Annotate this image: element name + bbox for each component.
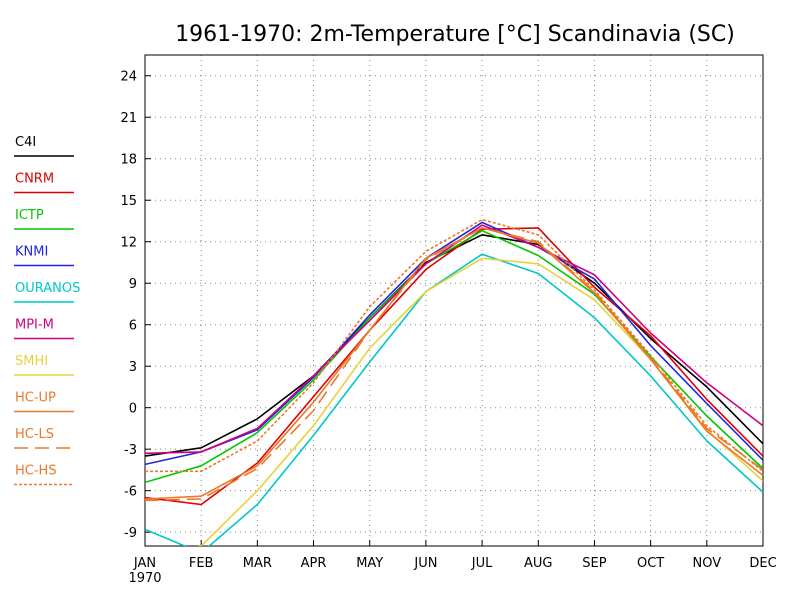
grid	[145, 55, 763, 546]
y-tick-label: 15	[120, 194, 137, 209]
series-line-hc-up	[145, 227, 763, 500]
legend-label: KNMI	[15, 245, 48, 260]
y-tick-label: -9	[124, 526, 137, 541]
legend-label: HC-HS	[15, 464, 57, 479]
y-tick-label: 24	[120, 70, 137, 85]
y-tick-label: -6	[124, 485, 137, 500]
legend: C4I CNRM ICTP KNMI OURANOS MPI-M SMHI HC-UP HC-L…	[14, 135, 80, 486]
axes-ticks: -9 -6 -3 0 3 6 9 12 15 18 21 24 JAN FEB MAR APR MAY JUN JU…	[120, 70, 776, 586]
x-tick-label: AUG	[524, 556, 552, 571]
series-line-ouranos	[145, 253, 763, 546]
x-tick-label: MAY	[356, 556, 383, 571]
legend-label: C4I	[15, 135, 36, 150]
y-tick-label: 0	[129, 402, 137, 417]
series-line-hc-hs	[145, 218, 763, 473]
legend-label: SMHI	[15, 354, 48, 369]
chart-title: 1961-1970: 2m-Temperature [°C] Scandinav…	[175, 22, 735, 47]
legend-label: CNRM	[15, 172, 54, 187]
series-line-hc-ls	[145, 227, 763, 502]
series-line-mpi-m	[145, 224, 763, 455]
series-line-ictp	[145, 229, 763, 484]
x-tick-label: FEB	[189, 556, 214, 571]
y-tick-label: 6	[129, 319, 137, 334]
x-tick-label: DEC	[749, 556, 776, 571]
legend-label: OURANOS	[15, 281, 80, 296]
plot-frame	[144, 54, 764, 547]
y-tick-label: 9	[129, 277, 137, 292]
legend-label: HC-UP	[15, 391, 56, 406]
series-line-cnrm	[145, 227, 763, 506]
x-tick-label: JUL	[471, 556, 493, 571]
x-tick-label: SEP	[582, 556, 606, 571]
legend-label: ICTP	[15, 208, 44, 223]
y-tick-label: 12	[120, 236, 137, 251]
x-year-label: 1970	[128, 571, 161, 586]
x-tick-label: OCT	[637, 556, 664, 571]
y-tick-label: 3	[129, 360, 137, 375]
series-line-c4i	[145, 234, 763, 457]
series-line-smhi	[197, 257, 763, 546]
y-tick-label: 18	[120, 153, 137, 168]
x-tick-label: NOV	[693, 556, 722, 571]
legend-label: HC-LS	[15, 427, 54, 442]
x-tick-label: JUN	[413, 556, 437, 571]
y-tick-label: 21	[120, 111, 137, 126]
series-lines	[145, 218, 763, 546]
y-tick-label: -3	[124, 443, 137, 458]
series-line-knmi	[145, 221, 763, 466]
x-tick-label: JAN	[133, 556, 156, 571]
legend-label: MPI-M	[15, 318, 54, 333]
x-tick-label: MAR	[243, 556, 272, 571]
x-tick-label: APR	[301, 556, 327, 571]
